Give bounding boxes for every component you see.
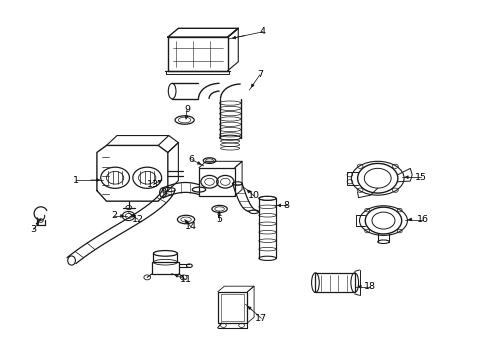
Text: 2: 2 [111, 211, 117, 220]
Text: 13: 13 [147, 180, 159, 189]
Bar [199, 168, 234, 196]
Bar [166, 71, 229, 74]
Bar [152, 262, 179, 274]
Text: 17: 17 [255, 314, 267, 323]
Bar [220, 294, 244, 321]
Text: 10: 10 [247, 192, 260, 201]
Text: 15: 15 [414, 173, 426, 182]
Bar [315, 274, 354, 292]
Bar [167, 37, 227, 71]
Text: 8: 8 [283, 201, 289, 210]
Text: 1: 1 [73, 176, 79, 185]
Text: 3: 3 [31, 225, 37, 234]
Text: 4: 4 [259, 27, 265, 36]
Text: 9: 9 [183, 105, 190, 114]
Text: 18: 18 [363, 282, 375, 291]
Text: 12: 12 [132, 215, 144, 224]
Text: 7: 7 [256, 70, 262, 79]
Bar [217, 292, 247, 323]
Text: 11: 11 [180, 275, 192, 284]
Text: 5: 5 [216, 215, 222, 224]
Text: 6: 6 [188, 155, 194, 164]
Text: 16: 16 [416, 215, 428, 224]
Text: 14: 14 [184, 222, 197, 231]
